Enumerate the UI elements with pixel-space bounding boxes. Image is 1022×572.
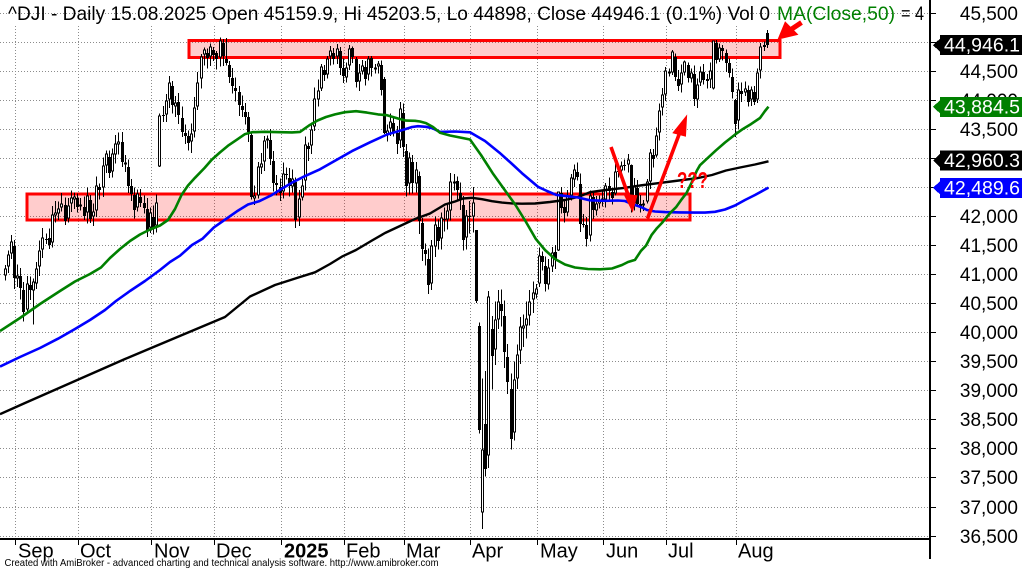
svg-text:Oct: Oct [80,541,112,563]
svg-text:42,000: 42,000 [960,207,1018,228]
svg-text:42,960.3: 42,960.3 [944,151,1020,172]
svg-text:Jul: Jul [668,541,694,563]
svg-text:45,500: 45,500 [960,4,1018,25]
svg-text:44,946.1: 44,946.1 [944,36,1020,57]
svg-text:37,500: 37,500 [960,468,1018,489]
svg-text:44,500: 44,500 [960,62,1018,83]
svg-text:39,000: 39,000 [960,381,1018,402]
svg-text:Sep: Sep [18,541,54,563]
svg-text:Jun: Jun [606,541,638,563]
svg-text:Dec: Dec [216,541,252,563]
svg-text:43,884.5: 43,884.5 [944,97,1020,118]
svg-text:2025: 2025 [284,541,329,563]
svg-text:Nov: Nov [154,541,190,563]
svg-text:41,500: 41,500 [960,236,1018,257]
svg-text:^DJI - Daily 15.08.2025 Open 4: ^DJI - Daily 15.08.2025 Open 45159.9, Hi… [8,3,770,25]
svg-text:36,500: 36,500 [960,527,1018,548]
svg-text:38,500: 38,500 [960,410,1018,431]
svg-text:39,500: 39,500 [960,352,1018,373]
svg-text:43,500: 43,500 [960,120,1018,141]
svg-text:38,000: 38,000 [960,439,1018,460]
svg-text:Apr: Apr [472,541,503,563]
svg-text:40,000: 40,000 [960,323,1018,344]
svg-text:= 4: = 4 [901,3,924,25]
svg-text:Created with AmiBroker - advan: Created with AmiBroker - advanced charti… [5,557,439,569]
svg-text:MA(Close,50): MA(Close,50) [777,3,895,25]
svg-text:Mar: Mar [406,541,441,563]
svg-text:???: ??? [677,167,708,193]
svg-text:40,500: 40,500 [960,294,1018,315]
svg-text:Feb: Feb [346,541,380,563]
svg-text:37,000: 37,000 [960,498,1018,519]
svg-text:41,000: 41,000 [960,265,1018,286]
svg-text:42,489.6: 42,489.6 [944,178,1020,199]
svg-text:Aug: Aug [738,541,774,563]
svg-text:May: May [540,541,578,563]
